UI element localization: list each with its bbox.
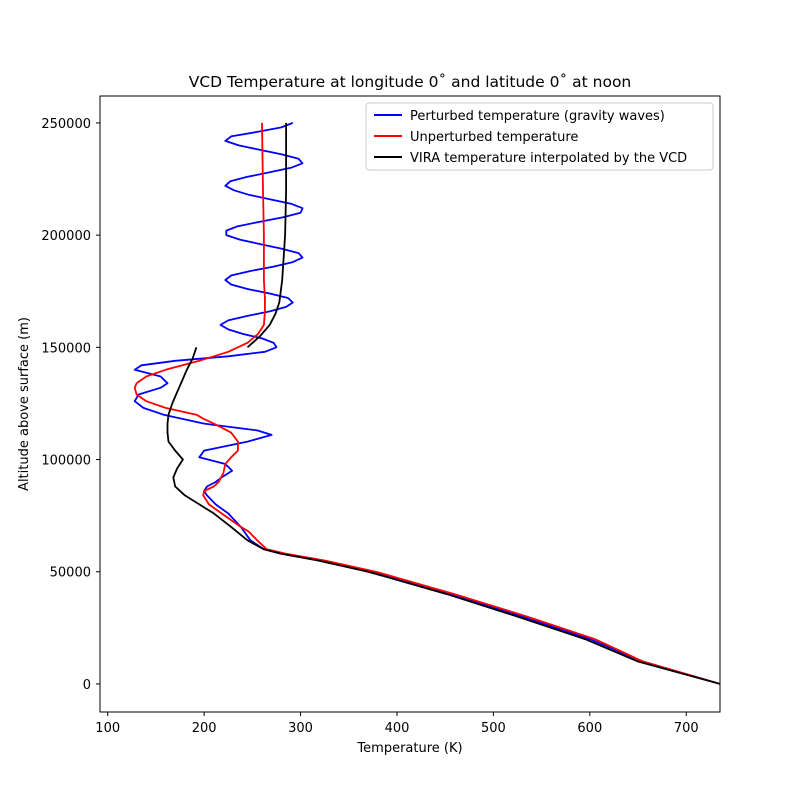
x-tick-label: 700 (674, 721, 699, 736)
y-tick-label: 100000 (41, 454, 91, 469)
legend-label-1: Perturbed temperature (gravity waves) (410, 109, 665, 124)
legend-label-2: Unperturbed temperature (410, 130, 578, 145)
legend-label-3: VIRA temperature interpolated by the VCD (410, 151, 687, 166)
y-tick-label: 250000 (41, 117, 91, 132)
plot-area (99, 95, 721, 713)
chart-title: VCD Temperature at longitude 0˚ and lati… (189, 73, 632, 91)
x-tick-label: 100 (95, 721, 120, 736)
x-tick-label: 200 (192, 721, 217, 736)
x-tick-label: 300 (288, 721, 313, 736)
legend-box (365, 102, 714, 171)
y-axis: 0 50000 100000 150000 200000 250000 (41, 117, 100, 693)
plot-frame (99, 95, 721, 713)
y-axis-label: Altitude above surface (m) (17, 317, 32, 491)
legend: Perturbed temperature (gravity waves) Unp… (365, 102, 714, 171)
x-tick-label: 400 (385, 721, 410, 736)
y-tick-label: 50000 (50, 566, 91, 581)
x-axis-label: Temperature (K) (356, 741, 462, 756)
x-tick-label: 600 (577, 721, 602, 736)
y-tick-label: 200000 (41, 229, 91, 244)
series-line-3 (166, 122, 720, 685)
y-tick-label: 150000 (41, 341, 91, 356)
series-layer (133, 122, 720, 685)
series-line-1 (133, 122, 720, 685)
y-tick-label: 0 (83, 678, 91, 693)
x-tick-label: 500 (481, 721, 506, 736)
series-line-2 (133, 122, 720, 685)
x-axis: 100 200 300 400 500 600 700 (95, 712, 699, 736)
